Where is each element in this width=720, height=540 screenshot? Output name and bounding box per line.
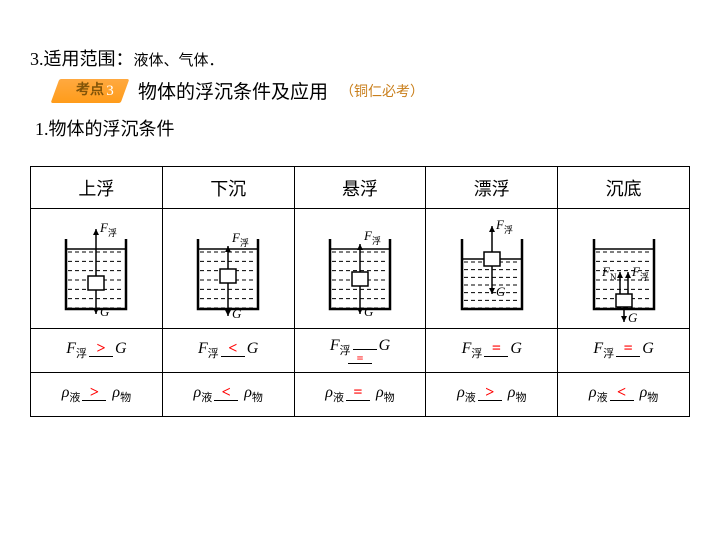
f-3: F浮=G xyxy=(426,329,558,373)
f-2: F浮G= xyxy=(294,329,426,373)
topic-title: 物体的浮沉条件及应用 xyxy=(138,77,328,104)
svg-text:G: G xyxy=(100,304,110,319)
svg-text:浮: 浮 xyxy=(640,271,649,282)
svg-text:浮: 浮 xyxy=(108,227,117,238)
subsection-title: 1.物体的浮沉条件 xyxy=(35,115,690,141)
topic-badge-num: 3 xyxy=(100,79,120,103)
svg-text:浮: 浮 xyxy=(240,237,249,248)
hdr-3: 漂浮 xyxy=(426,167,558,209)
f-1: F浮<G xyxy=(162,329,294,373)
svg-text:G: G xyxy=(364,304,374,319)
r-3: ρ液> ρ物 xyxy=(426,373,558,417)
svg-text:浮: 浮 xyxy=(372,235,381,246)
svg-text:G: G xyxy=(628,310,638,324)
r-0: ρ液> ρ物 xyxy=(31,373,163,417)
topic-note: （铜仁必考） xyxy=(340,81,424,101)
svg-text:G: G xyxy=(232,306,242,321)
scope-line: 3.适用范围：液体、气体． xyxy=(30,45,690,71)
dia-1: F浮G xyxy=(162,209,294,329)
buoyancy-table: 上浮 下沉 悬浮 漂浮 沉底 F浮G F浮G F浮G F浮G FNF浮G F浮>… xyxy=(30,166,690,417)
scope-content: 液体、气体． xyxy=(134,53,224,69)
hdr-4: 沉底 xyxy=(558,167,690,209)
dia-0: F浮G xyxy=(31,209,163,329)
svg-text:浮: 浮 xyxy=(504,224,513,235)
r-2: ρ液= ρ物 xyxy=(294,373,426,417)
hdr-1: 下沉 xyxy=(162,167,294,209)
topic-heading: 考点 3 物体的浮沉条件及应用 （铜仁必考） xyxy=(30,79,690,111)
table-header-row: 上浮 下沉 悬浮 漂浮 沉底 xyxy=(31,167,690,209)
force-row: F浮>G F浮<G F浮G= F浮=G F浮=G xyxy=(31,329,690,373)
svg-text:G: G xyxy=(496,284,506,299)
f-4: F浮=G xyxy=(558,329,690,373)
dia-3: F浮G xyxy=(426,209,558,329)
r-4: ρ液< ρ物 xyxy=(558,373,690,417)
scope-num: 3. xyxy=(30,49,44,69)
density-row: ρ液> ρ物 ρ液< ρ物 ρ液= ρ物 ρ液> ρ物 ρ液< ρ物 xyxy=(31,373,690,417)
r-1: ρ液< ρ物 xyxy=(162,373,294,417)
diagram-row: F浮G F浮G F浮G F浮G FNF浮G xyxy=(31,209,690,329)
f-0: F浮>G xyxy=(31,329,163,373)
hdr-0: 上浮 xyxy=(31,167,163,209)
hdr-2: 悬浮 xyxy=(294,167,426,209)
svg-text:N: N xyxy=(610,272,617,282)
dia-2: F浮G xyxy=(294,209,426,329)
scope-label: 适用范围： xyxy=(44,49,134,69)
dia-4: FNF浮G xyxy=(558,209,690,329)
